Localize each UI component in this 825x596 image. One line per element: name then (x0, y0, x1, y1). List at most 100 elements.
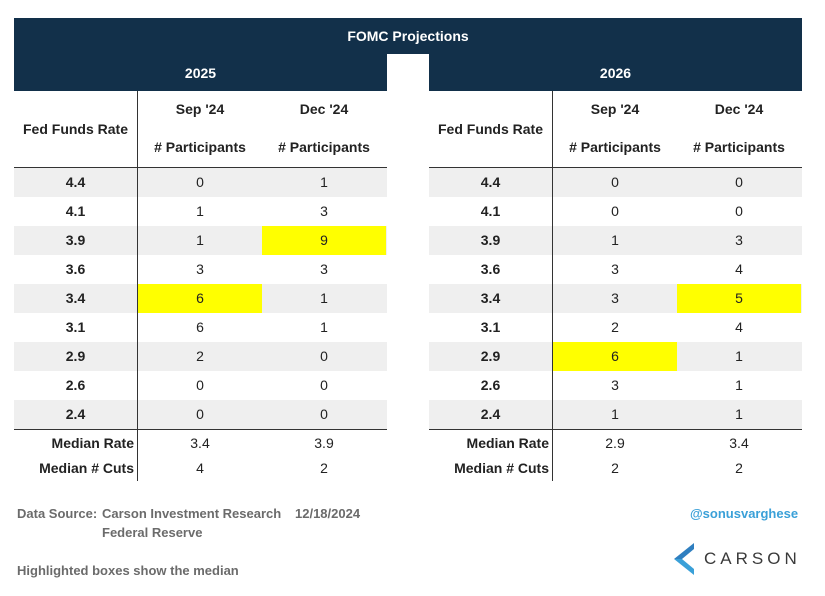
table-row: 3.4 3 5 (429, 284, 802, 313)
table-row: 3.4 6 1 (14, 284, 387, 313)
participant-count: 0 (320, 406, 328, 422)
column-header: Dec '24 # Participants (262, 91, 386, 167)
panel-2026: Fed Funds Rate Sep '24 # Participants Dec '… (429, 91, 802, 491)
table-row: 3.1 2 4 (429, 313, 802, 342)
rate-label: 3.4 (65, 290, 86, 306)
table-row: 2.9 2 0 (14, 342, 387, 371)
meeting-label: Dec '24 (299, 101, 349, 117)
table-row: 3.6 3 4 (429, 255, 802, 284)
summary-value: 3.9 (314, 435, 334, 451)
source-label: Data Source: (17, 506, 98, 521)
summary-row: Median # Cuts 4 2 (14, 456, 387, 481)
summary-value: 4 (196, 460, 204, 476)
participant-count: 0 (735, 174, 743, 190)
participants-label: # Participants (569, 139, 661, 155)
summary-value: 2 (320, 460, 328, 476)
year-header-2026: 2026 (429, 54, 802, 91)
summary-label: Median Rate (466, 435, 549, 451)
meeting-label: Dec '24 (714, 101, 764, 117)
participant-count: 3 (320, 261, 328, 277)
participants-label: # Participants (154, 139, 246, 155)
participant-count: 1 (611, 406, 619, 422)
rate-label: 4.4 (480, 174, 501, 190)
participant-count: 1 (320, 174, 328, 190)
rate-label: 4.1 (480, 203, 501, 219)
column-header: Sep '24 # Participants (138, 91, 262, 167)
summary-label: Median # Cuts (454, 460, 549, 476)
median-cell: 9 (262, 226, 386, 255)
social-handle-link[interactable]: @sonusvarghese (690, 506, 799, 521)
participant-count: 0 (196, 406, 204, 422)
participant-count: 3 (196, 261, 204, 277)
table-row: 2.6 0 0 (14, 371, 387, 400)
participant-count: 0 (320, 377, 328, 393)
rate-label: 3.9 (480, 232, 501, 248)
source-line-2: Federal Reserve (102, 525, 203, 540)
table-row: 2.9 6 1 (429, 342, 802, 371)
summary-divider (429, 429, 802, 430)
row-header-label: Fed Funds Rate (437, 121, 543, 137)
source-line-1: Carson Investment Research (102, 506, 282, 521)
participant-count: 4 (735, 261, 743, 277)
rate-label: 3.6 (65, 261, 86, 277)
participant-count: 1 (196, 232, 204, 248)
year-header-2025: 2025 (14, 54, 387, 91)
summary-value: 3.4 (190, 435, 210, 451)
rate-label: 2.4 (65, 406, 86, 422)
footnote: Highlighted boxes show the median (17, 563, 239, 578)
participant-count: 3 (735, 232, 743, 248)
rate-label: 4.4 (65, 174, 86, 190)
rate-label: 3.1 (480, 319, 501, 335)
table-title: FOMC Projections (14, 18, 802, 54)
rate-label: 4.1 (65, 203, 86, 219)
median-cell: 5 (677, 284, 801, 313)
column-divider (552, 91, 553, 481)
summary-value: 3.4 (729, 435, 749, 451)
participant-count: 1 (611, 232, 619, 248)
carson-logo: CARSON (674, 543, 801, 575)
participant-count: 3 (611, 261, 619, 277)
participant-count: 1 (735, 406, 743, 422)
participants-label: # Participants (278, 139, 370, 155)
summary-row: Median # Cuts 2 2 (429, 456, 802, 481)
meeting-label: Sep '24 (590, 101, 640, 117)
meeting-label: Sep '24 (175, 101, 225, 117)
rate-label: 2.4 (480, 406, 501, 422)
rate-label: 2.6 (65, 377, 86, 393)
rate-label: 3.4 (480, 290, 501, 306)
carson-chevron-icon (674, 543, 694, 575)
participant-count: 1 (196, 203, 204, 219)
summary-value: 2 (611, 460, 619, 476)
table-row: 3.9 1 9 (14, 226, 387, 255)
participant-count: 0 (196, 377, 204, 393)
participant-count: 4 (735, 319, 743, 335)
participant-count: 1 (320, 290, 328, 306)
header-divider (14, 167, 387, 168)
participant-count: 0 (196, 174, 204, 190)
column-header: Sep '24 # Participants (553, 91, 677, 167)
column-header: Dec '24 # Participants (677, 91, 801, 167)
participants-label: # Participants (693, 139, 785, 155)
table-row: 3.6 3 3 (14, 255, 387, 284)
rate-label: 3.6 (480, 261, 501, 277)
summary-value: 2.9 (605, 435, 625, 451)
participant-count: 1 (735, 377, 743, 393)
median-cell: 6 (138, 284, 262, 313)
summary-row: Median Rate 3.4 3.9 (14, 431, 387, 456)
summary-label: Median # Cuts (39, 460, 134, 476)
participant-count: 0 (320, 348, 328, 364)
summary-divider (14, 429, 387, 430)
row-header-label: Fed Funds Rate (22, 121, 128, 137)
table-row: 2.4 0 0 (14, 400, 387, 429)
table-row: 3.9 1 3 (429, 226, 802, 255)
table-row: 4.1 0 0 (429, 197, 802, 226)
source-date: 12/18/2024 (295, 506, 361, 521)
participant-count: 3 (320, 203, 328, 219)
panel-2025: Fed Funds Rate Sep '24 # Participants Dec '… (14, 91, 387, 491)
participant-count: 2 (196, 348, 204, 364)
participant-count: 3 (611, 290, 619, 306)
rate-label: 3.1 (65, 319, 86, 335)
table-row: 2.6 3 1 (429, 371, 802, 400)
table-row: 2.4 1 1 (429, 400, 802, 429)
table-row: 4.4 0 1 (14, 168, 387, 197)
